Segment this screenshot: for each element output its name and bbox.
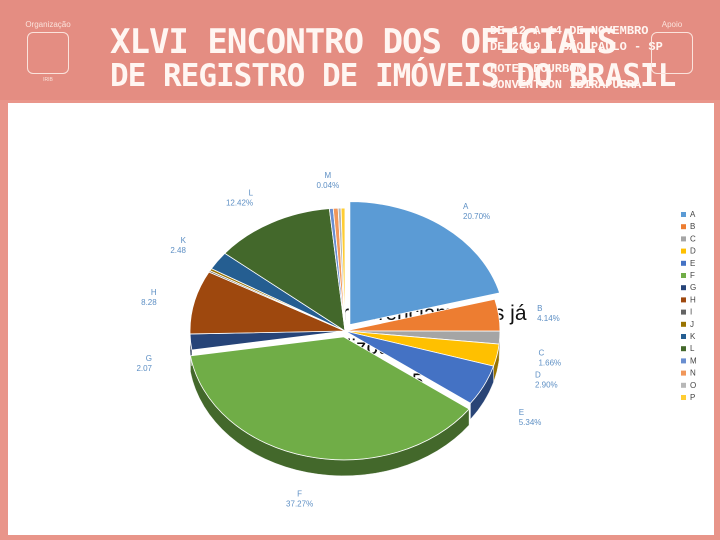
event-venue: CONVENTION IBIRAPUERA [490,78,642,92]
data-label-category: C [538,348,544,357]
data-label-percent: 1.66% [538,358,561,367]
legend-swatch-M [681,358,686,364]
event-banner: Organização IRIB XLVI ENCONTRO DOS OFICI… [0,0,720,100]
data-label-category: D [535,370,541,379]
event-hotel: HOTEL BOURBON [490,62,584,76]
supporter-crest-icon [651,32,693,74]
organizer-name: IRIB [43,77,53,83]
data-label-percent: 2.48 [170,246,186,255]
pie-slice-L [224,208,346,332]
pie-slice-E [344,330,495,404]
legend-label-P: P [690,393,695,402]
data-label-percent: 4.14% [537,314,560,323]
legend-label-J: J [690,320,694,329]
legend-swatch-L [681,346,686,352]
legend-swatch-K [681,334,686,339]
legend-label-G: G [690,283,696,292]
event-city: DE 2019 | SÃO PAULO - SP [490,40,663,54]
legend-swatch-C [681,236,686,242]
legend-swatch-J [681,321,686,327]
event-title-line2: DE REGISTRO DE IMÓVEIS DO BRASIL [110,58,676,94]
data-label-category: E [519,408,524,417]
data-label-percent: 2.07 [136,364,152,373]
legend-swatch-D [681,248,686,254]
legend-swatch-G [681,285,686,291]
supporter-label: Apoio [661,20,683,29]
legend-swatch-N [681,370,686,376]
pie-slice-A [349,201,501,326]
legend-swatch-H [681,297,686,303]
data-label-percent: 5.34% [519,418,542,427]
data-label-category: B [537,304,542,313]
legend-swatch-O [681,382,686,388]
data-label-category: M [325,171,332,180]
legend-swatch-P [681,395,686,400]
data-label-percent: 37.27% [286,499,313,508]
organizer-crest-icon [27,32,69,74]
data-label-percent: 12.42% [226,199,253,208]
legend-label-L: L [690,344,695,353]
legend-label-A: A [690,210,696,219]
data-label-percent: 8.28 [141,298,157,307]
legend-swatch-E [681,260,686,266]
legend-label-D: D [690,247,696,256]
legend-label-B: B [690,222,695,231]
legend-label-C: C [690,234,696,243]
legend-label-O: O [690,381,696,390]
legend-label-K: K [690,332,696,341]
legend-label-H: H [690,295,696,304]
data-label-category: H [151,288,157,297]
legend-label-I: I [690,308,692,317]
event-title-line1: XLVI ENCONTRO DOS OFICIAIS [110,22,617,62]
legend-label-N: N [690,369,696,378]
legend-swatch-F [681,273,686,278]
slide-content: 1. Quantos georreferenciamentos járealiz… [8,103,714,535]
data-label-category: G [146,354,152,363]
legend-label-M: M [690,356,697,365]
pie-chart: 1. Quantos georreferenciamentos járealiz… [136,171,697,509]
supporter-logo: Apoio [642,20,702,92]
organizer-label: Organização [25,20,71,29]
pie-slice-F [189,336,470,461]
legend-label-F: F [690,271,695,280]
legend-swatch-I [681,309,686,315]
data-label-category: F [297,489,302,498]
pie-slice-P [340,207,346,332]
data-label-percent: 2.90% [535,380,558,389]
legend-swatch-A [681,212,686,217]
data-label-percent: 20.70% [463,212,490,221]
data-label-category: L [249,189,254,198]
data-label-category: A [463,202,469,211]
event-dates: DE 12 A 14 DE NOVEMBRO [490,24,649,38]
data-label-percent: 0.04% [317,181,340,190]
legend-label-E: E [690,259,695,268]
data-label-category: K [181,236,187,245]
legend-swatch-B [681,224,686,230]
organizer-logo: Organização IRIB [18,20,78,92]
